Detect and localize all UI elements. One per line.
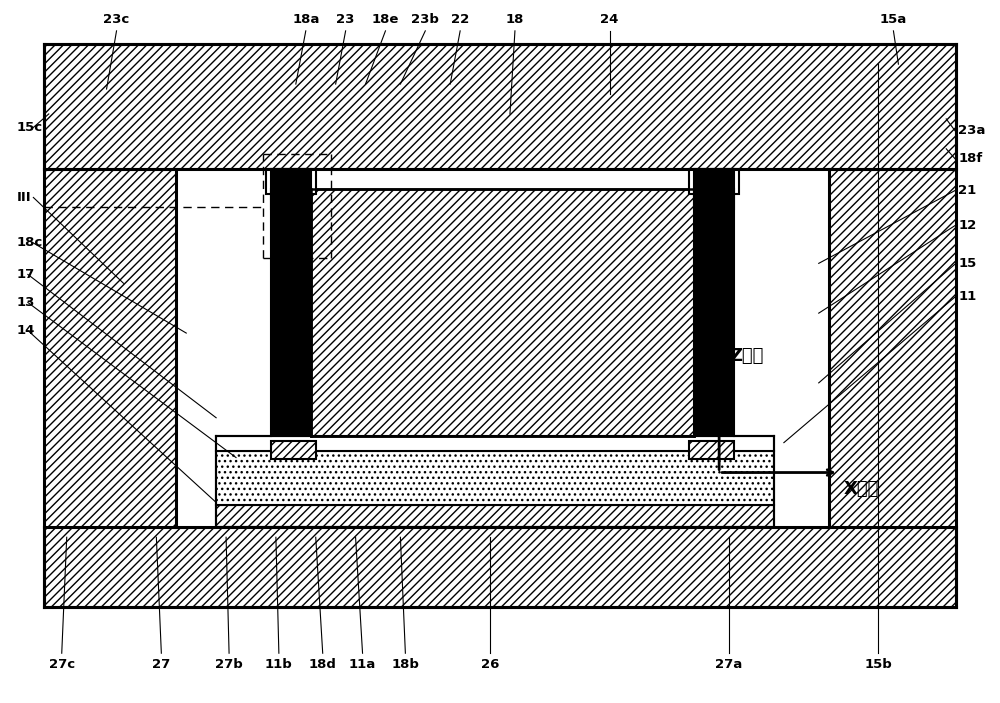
Text: X方向: X方向: [844, 480, 879, 498]
Bar: [689, 169, 739, 193]
Bar: [44, 169, 176, 527]
Bar: [216, 451, 774, 505]
Text: 27a: 27a: [715, 658, 743, 671]
Text: 13: 13: [17, 296, 35, 309]
Text: 11a: 11a: [349, 658, 376, 671]
Text: 23b: 23b: [411, 13, 439, 26]
Text: 21: 21: [958, 184, 976, 197]
Bar: [44, 527, 956, 607]
Bar: [44, 44, 956, 169]
Text: 27b: 27b: [215, 658, 243, 671]
Bar: [266, 169, 316, 193]
Bar: [829, 169, 956, 527]
Text: 18c: 18c: [17, 236, 43, 250]
Text: 23c: 23c: [103, 13, 130, 26]
Bar: [271, 188, 311, 209]
Bar: [271, 441, 316, 458]
Text: 15a: 15a: [880, 13, 907, 26]
Text: 15b: 15b: [865, 658, 892, 671]
Text: 18: 18: [506, 13, 524, 26]
Text: 27: 27: [152, 658, 170, 671]
Text: 24: 24: [600, 13, 619, 26]
Text: III: III: [17, 191, 32, 204]
Text: 22: 22: [451, 13, 469, 26]
Text: Z方向: Z方向: [729, 347, 763, 365]
Text: 15: 15: [958, 257, 976, 271]
Bar: [694, 169, 734, 436]
Text: 26: 26: [481, 658, 499, 671]
Text: 15c: 15c: [17, 121, 43, 134]
Text: 12: 12: [958, 219, 976, 232]
Text: 23: 23: [336, 13, 355, 26]
Text: 18d: 18d: [309, 658, 337, 671]
Bar: [271, 169, 311, 436]
Text: 18f: 18f: [958, 153, 982, 165]
Text: 11: 11: [958, 290, 976, 304]
Bar: [311, 188, 694, 436]
Text: 18e: 18e: [372, 13, 399, 26]
Text: 17: 17: [17, 268, 35, 281]
Text: 27c: 27c: [49, 658, 75, 671]
Bar: [216, 505, 774, 527]
Bar: [694, 188, 734, 209]
Text: 14: 14: [17, 324, 35, 337]
Text: 18b: 18b: [391, 658, 419, 671]
Text: 11b: 11b: [265, 658, 293, 671]
Text: 18a: 18a: [292, 13, 319, 26]
Bar: [176, 169, 829, 527]
Bar: [689, 441, 734, 458]
Bar: [216, 436, 774, 451]
Text: 23a: 23a: [958, 124, 986, 137]
